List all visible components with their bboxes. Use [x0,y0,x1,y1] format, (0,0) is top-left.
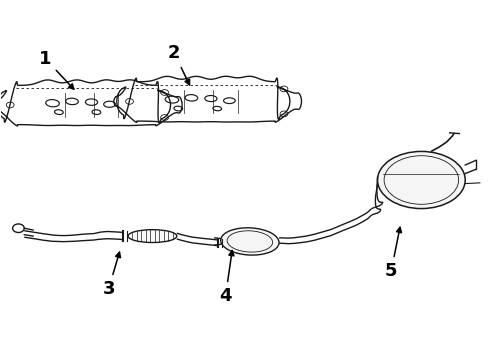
Ellipse shape [220,228,279,255]
Text: 2: 2 [168,44,190,85]
Text: 5: 5 [385,227,401,280]
Text: 1: 1 [39,50,74,89]
Ellipse shape [377,152,465,208]
Text: 3: 3 [102,252,121,298]
Ellipse shape [128,230,177,243]
Text: 4: 4 [219,251,234,305]
